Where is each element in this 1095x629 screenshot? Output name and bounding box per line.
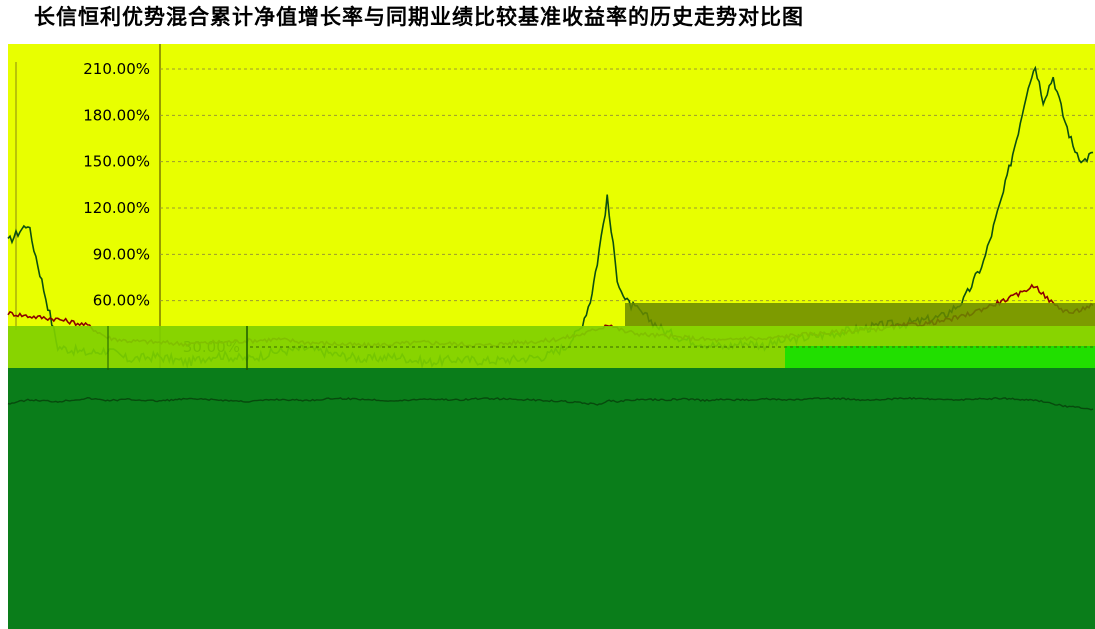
overlay-green-block xyxy=(8,368,1095,629)
y-tick-label: 150.00% xyxy=(83,153,150,171)
y-tick-label: 180.00% xyxy=(83,106,150,124)
overlay-bright-patch xyxy=(785,346,1095,368)
chart-title: 长信恒利优势混合累计净值增长率与同期业绩比较基准收益率的历史走势对比图 xyxy=(34,5,804,29)
y-tick-label: 210.00% xyxy=(83,60,150,78)
overlay-lime-strip xyxy=(625,303,1095,326)
lower-series-lines xyxy=(7,346,1095,411)
y-tick-label: 60.00% xyxy=(93,292,150,310)
series-line-fund-lower xyxy=(7,396,1094,411)
y-tick-label: 90.00% xyxy=(93,245,150,263)
y-tick-label: 120.00% xyxy=(83,199,150,217)
